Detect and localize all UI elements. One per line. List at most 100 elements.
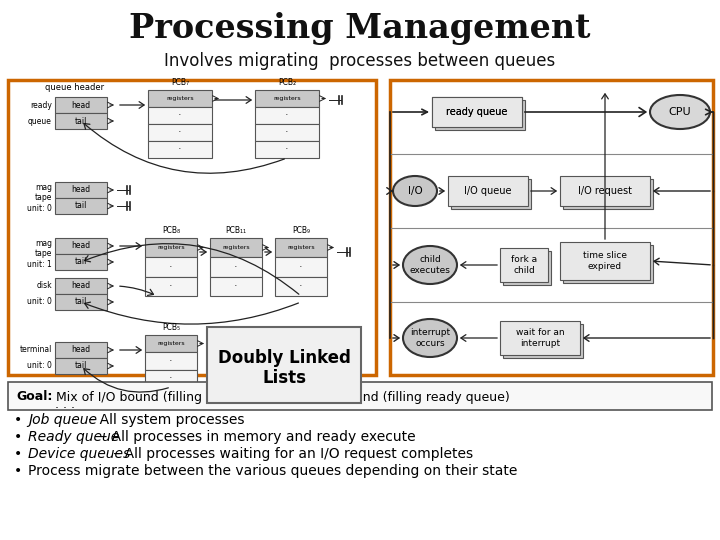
Bar [255,141,319,158]
Text: ready queue: ready queue [446,107,508,117]
Text: Mix of I/O bound (filling I/O queues) and CPU bound (filling ready queue): Mix of I/O bound (filling I/O queues) an… [52,390,510,403]
Bar [275,257,327,276]
Text: mag: mag [35,239,52,248]
Bar [145,276,197,296]
Text: head: head [71,100,91,110]
Text: ·: · [169,262,173,272]
Bar [503,251,551,285]
Text: PCB₂: PCB₂ [278,78,296,87]
Bar [55,254,107,270]
Bar [451,179,531,209]
Text: PCB₅: PCB₅ [162,323,180,332]
Bar [255,124,319,141]
Bar [500,321,580,355]
Text: unit: 0: unit: 0 [27,298,52,307]
Bar [503,324,583,358]
Text: queue: queue [28,117,52,125]
Text: Ready queue: Ready queue [28,430,120,444]
Text: I/O: I/O [408,186,423,196]
Text: ·: · [300,262,303,272]
Bar [148,124,212,141]
Bar [148,141,212,158]
Bar [145,257,197,276]
Bar [55,97,107,113]
Text: child
executes: child executes [410,255,451,275]
Text: terminal: terminal [19,346,52,354]
Text: ·: · [178,145,182,154]
Text: fork a
child: fork a child [511,255,537,275]
Text: Doubly Linked
Lists: Doubly Linked Lists [217,349,351,387]
FancyBboxPatch shape [207,327,361,403]
Text: tail: tail [75,258,87,267]
Text: – All system processes: – All system processes [84,413,244,427]
Bar [275,276,327,296]
Text: unit: 1: unit: 1 [27,260,52,269]
Text: PCB₈: PCB₈ [162,226,180,235]
Bar [275,238,327,257]
Text: time slice
expired: time slice expired [583,251,627,271]
Bar [148,107,212,124]
Ellipse shape [650,95,710,129]
Bar [55,182,107,198]
Text: registers: registers [157,341,185,346]
Text: tape: tape [35,249,52,259]
Bar [145,335,197,352]
Ellipse shape [393,176,437,206]
Text: ·: · [234,281,238,291]
Text: CPU: CPU [669,107,691,117]
Bar [145,352,197,369]
Text: ·: · [285,111,289,120]
Ellipse shape [403,319,457,357]
Text: PCB₇: PCB₇ [171,78,189,87]
Bar [500,248,548,282]
Bar [55,358,107,374]
Text: Processing Management: Processing Management [130,12,590,45]
Text: unit: 0: unit: 0 [27,204,52,213]
Text: ·: · [178,127,182,138]
Text: PCB₉: PCB₉ [292,226,310,235]
Text: registers: registers [166,96,194,101]
Bar [8,382,712,410]
Text: head: head [71,186,91,194]
Bar [448,176,528,206]
Text: PCB₁₁: PCB₁₁ [225,226,246,235]
Text: interrupt
occurs: interrupt occurs [410,328,450,348]
Text: Process migrate between the various queues depending on their state: Process migrate between the various queu… [28,464,518,478]
Text: tail: tail [75,117,87,125]
Text: wait for an
interrupt: wait for an interrupt [516,328,564,348]
Text: unit: 0: unit: 0 [27,361,52,370]
Text: ·: · [169,281,173,291]
Text: . . .: . . . [55,398,75,411]
Text: ·: · [169,356,173,366]
Text: registers: registers [222,245,250,250]
Text: head: head [71,241,91,251]
Text: Goal:: Goal: [16,390,53,403]
Text: ·: · [300,281,303,291]
Text: ·: · [178,111,182,120]
Bar [560,176,650,206]
Text: tail: tail [75,298,87,307]
Text: •: • [14,430,22,444]
Text: – All processes in memory and ready execute: – All processes in memory and ready exec… [96,430,416,444]
Text: ·: · [285,127,289,138]
Text: registers: registers [287,245,315,250]
Text: •: • [14,447,22,461]
Text: ready: ready [30,100,52,110]
Bar [432,97,522,127]
Text: registers: registers [273,96,301,101]
Text: tail: tail [75,201,87,211]
Text: registers: registers [157,245,185,250]
Bar [55,278,107,294]
Text: Job queue: Job queue [28,413,97,427]
Text: queue header: queue header [45,83,104,92]
Text: disk: disk [37,281,52,291]
Bar [8,80,376,375]
Text: Device queues: Device queues [28,447,130,461]
Bar [55,294,107,310]
Text: I/O queue: I/O queue [464,186,512,196]
Text: ·: · [169,373,173,383]
Bar [55,113,107,129]
Text: ·: · [285,145,289,154]
Bar [55,342,107,358]
Bar [255,90,319,107]
